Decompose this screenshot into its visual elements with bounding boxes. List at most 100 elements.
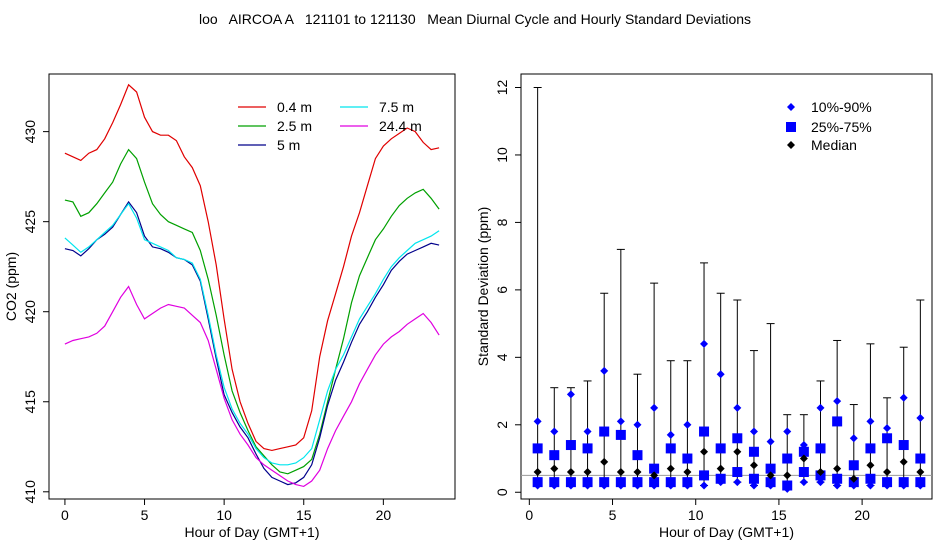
y-tick-label: 12 (494, 79, 510, 95)
chart-title: loo AIRCOA A 121101 to 121130 Mean Diurn… (198, 11, 752, 27)
legend-label: 7.5 m (379, 99, 414, 115)
iqr-upper-marker (732, 433, 743, 444)
series-line-5-m (64, 200, 440, 486)
y-axis-label: Standard Deviation (ppm) (475, 207, 491, 367)
p90-marker (883, 424, 892, 433)
iqr-upper-marker (699, 426, 710, 437)
iqr-lower-marker (798, 467, 809, 478)
iqr-lower-marker (732, 467, 743, 478)
iqr-upper-marker (615, 429, 626, 440)
p90-marker (533, 417, 542, 426)
median-marker (566, 468, 575, 477)
series-line-0-4-m (64, 83, 440, 452)
median-marker (833, 464, 842, 473)
p10-marker (633, 481, 642, 490)
p90-marker (616, 417, 625, 426)
p90-marker (833, 397, 842, 406)
x-tick-label: 15 (296, 507, 312, 523)
legend-label: 25%-75% (811, 119, 872, 135)
y-tick-label: 420 (22, 300, 38, 324)
median-marker (766, 471, 775, 480)
p90-marker (650, 403, 659, 412)
median-marker (916, 468, 925, 477)
x-axis-label: Hour of Day (GMT+1) (185, 524, 320, 540)
y-tick-label: 2 (494, 421, 510, 429)
median-marker (716, 464, 725, 473)
p10-marker (899, 481, 908, 490)
legend-label: 0.4 m (277, 99, 312, 115)
p10-marker (683, 481, 692, 490)
median-marker (866, 461, 875, 470)
median-marker (666, 464, 675, 473)
p90-marker (633, 420, 642, 429)
iqr-lower-marker (865, 473, 876, 484)
legend-marker (787, 103, 795, 111)
iqr-upper-marker (832, 416, 843, 427)
iqr-lower-marker (748, 473, 759, 484)
p10-marker (883, 481, 892, 490)
iqr-upper-marker (848, 460, 859, 471)
iqr-lower-marker (832, 473, 843, 484)
p90-marker (749, 427, 758, 436)
iqr-upper-marker (815, 443, 826, 454)
p10-marker (566, 481, 575, 490)
iqr-upper-marker (798, 446, 809, 457)
p90-marker (716, 370, 725, 379)
p90-marker (783, 427, 792, 436)
y-tick-label: 430 (22, 120, 38, 144)
p10-marker (700, 481, 709, 490)
median-marker (533, 468, 542, 477)
p90-marker (683, 420, 692, 429)
x-tick-label: 10 (688, 507, 704, 523)
iqr-upper-marker (865, 443, 876, 454)
p10-marker (650, 481, 659, 490)
p90-marker (816, 403, 825, 412)
x-tick-label: 0 (61, 507, 69, 523)
p90-marker (600, 366, 609, 375)
y-tick-label: 415 (22, 390, 38, 414)
legend-label: 5 m (277, 137, 300, 153)
iqr-upper-marker (898, 440, 909, 451)
p10-marker (833, 481, 842, 490)
x-tick-label: 20 (376, 507, 392, 523)
y-tick-label: 10 (494, 147, 510, 163)
median-marker (849, 474, 858, 483)
median-marker (749, 461, 758, 470)
y-tick-label: 0 (494, 488, 510, 496)
p90-marker (666, 430, 675, 439)
iqr-upper-marker (765, 463, 776, 474)
iqr-upper-marker (748, 446, 759, 457)
x-tick-label: 0 (525, 507, 533, 523)
y-tick-label: 425 (22, 210, 38, 234)
iqr-upper-marker (532, 443, 543, 454)
median-marker (616, 468, 625, 477)
p10-marker (583, 481, 592, 490)
x-tick-label: 10 (216, 507, 232, 523)
legend-label: 2.5 m (277, 118, 312, 134)
p10-marker (783, 484, 792, 493)
iqr-upper-marker (599, 426, 610, 437)
y-tick-label: 4 (494, 353, 510, 361)
p10-marker (716, 478, 725, 487)
p10-marker (866, 481, 875, 490)
plot-frame (48, 73, 456, 500)
p10-marker (799, 478, 808, 487)
p10-marker (766, 481, 775, 490)
median-marker (899, 457, 908, 466)
iqr-upper-marker (549, 450, 560, 461)
x-tick-label: 5 (141, 507, 149, 523)
p10-marker (849, 481, 858, 490)
legend-marker (786, 122, 796, 132)
median-marker (883, 468, 892, 477)
iqr-upper-marker (649, 463, 660, 474)
p90-marker (766, 437, 775, 446)
legend-label: 24.4 m (379, 118, 422, 134)
median-marker (700, 447, 709, 456)
p10-marker (616, 481, 625, 490)
iqr-upper-marker (715, 443, 726, 454)
median-marker (683, 468, 692, 477)
legend-label: Median (811, 137, 857, 153)
iqr-upper-marker (665, 443, 676, 454)
p10-marker (749, 481, 758, 490)
